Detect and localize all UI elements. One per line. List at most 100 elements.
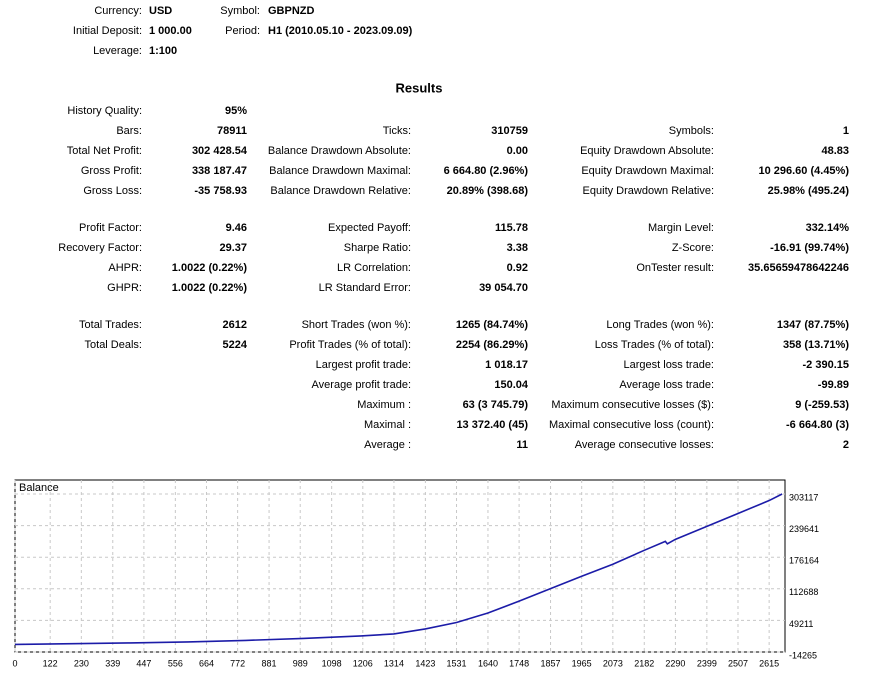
result-value: 78911	[217, 125, 247, 137]
result-value: 358 (13.71%)	[783, 339, 849, 351]
result-value: 63 (3 745.79)	[463, 399, 529, 411]
result-value: 11	[516, 439, 528, 451]
result-value: 2254 (86.29%)	[456, 339, 528, 351]
x-tick-label: 1640	[478, 658, 498, 668]
result-value: 25.98% (495.24)	[768, 185, 850, 197]
y-tick-label: 112688	[789, 587, 818, 597]
x-tick-label: 664	[199, 658, 214, 668]
result-value: 338 187.47	[192, 165, 247, 177]
result-label: Maximum :	[357, 399, 411, 411]
x-tick-label: 1314	[384, 658, 404, 668]
result-value: 332.14%	[806, 222, 850, 234]
header-label: Period:	[225, 25, 260, 37]
x-tick-label: 2399	[697, 658, 717, 668]
result-label: Z-Score:	[672, 242, 714, 254]
header-value: 1 000.00	[149, 25, 192, 37]
result-value: 0.92	[507, 262, 528, 274]
header-label: Leverage:	[93, 45, 142, 57]
result-label: Short Trades (won %):	[302, 319, 411, 331]
x-tick-label: 1965	[572, 658, 592, 668]
result-label: Balance Drawdown Maximal:	[269, 165, 411, 177]
chart-title: Balance	[19, 482, 59, 494]
result-value: -35 758.93	[194, 185, 247, 197]
result-label: Average consecutive losses:	[575, 439, 714, 451]
result-value: 150.04	[494, 379, 529, 391]
result-label: Largest loss trade:	[624, 359, 715, 371]
result-value: 1.0022 (0.22%)	[172, 282, 248, 294]
result-value: 9.46	[226, 222, 247, 234]
result-label: Balance Drawdown Relative:	[270, 185, 411, 197]
result-label: Symbols:	[669, 125, 714, 137]
result-label: Ticks:	[383, 125, 411, 137]
result-label: Equity Drawdown Relative:	[583, 185, 714, 197]
result-value: 1	[843, 125, 849, 137]
x-tick-label: 556	[168, 658, 183, 668]
x-tick-label: 2507	[728, 658, 748, 668]
result-label: Gross Profit:	[81, 165, 142, 177]
result-value: 1347 (87.75%)	[777, 319, 849, 331]
result-label: Long Trades (won %):	[606, 319, 714, 331]
result-label: LR Correlation:	[337, 262, 411, 274]
result-value: 115.78	[495, 222, 528, 234]
x-tick-label: 447	[136, 658, 151, 668]
result-value: 35.65659478642246	[748, 262, 849, 274]
x-tick-label: 1857	[541, 658, 561, 668]
result-label: Recovery Factor:	[58, 242, 142, 254]
result-label: Total Net Profit:	[67, 145, 142, 157]
result-label: History Quality:	[67, 105, 142, 117]
result-value: 9 (-259.53)	[795, 399, 849, 411]
result-value: 20.89% (398.68)	[447, 185, 529, 197]
x-tick-label: 1423	[415, 658, 435, 668]
results-title: Results	[396, 80, 443, 95]
result-label: GHPR:	[107, 282, 142, 294]
y-tick-label: -14265	[789, 650, 817, 660]
result-label: Maximum consecutive losses ($):	[551, 399, 714, 411]
x-tick-label: 881	[262, 658, 277, 668]
header-value: USD	[149, 5, 172, 17]
result-label: Average profit trade:	[312, 379, 411, 391]
result-value: 13 372.40 (45)	[456, 419, 528, 431]
result-value: -6 664.80 (3)	[786, 419, 849, 431]
x-tick-label: 1748	[509, 658, 529, 668]
result-value: 6 664.80 (2.96%)	[444, 165, 529, 177]
header-label: Initial Deposit:	[73, 25, 142, 37]
x-tick-label: 0	[12, 658, 17, 668]
balance-line	[14, 493, 783, 646]
result-value: 3.38	[507, 242, 528, 254]
result-label: Margin Level:	[648, 222, 714, 234]
result-label: Balance Drawdown Absolute:	[268, 145, 411, 157]
result-label: Profit Trades (% of total):	[289, 339, 411, 351]
result-label: Equity Drawdown Absolute:	[580, 145, 714, 157]
result-label: OnTester result:	[636, 262, 714, 274]
x-tick-label: 1206	[353, 658, 373, 668]
header-value: GBPNZD	[268, 5, 315, 17]
y-tick-label: 49211	[789, 619, 813, 629]
result-label: Maximal consecutive loss (count):	[549, 419, 714, 431]
result-label: Gross Loss:	[83, 185, 142, 197]
result-label: Bars:	[116, 125, 142, 137]
x-tick-label: 122	[43, 658, 58, 668]
result-value: -16.91 (99.74%)	[770, 242, 849, 254]
result-value: 2	[843, 439, 849, 451]
x-tick-label: 2290	[665, 658, 685, 668]
x-tick-label: 1098	[322, 658, 342, 668]
result-label: Maximal :	[364, 419, 411, 431]
result-label: Sharpe Ratio:	[344, 242, 411, 254]
header-value: H1 (2010.05.10 - 2023.09.09)	[268, 25, 413, 37]
y-tick-label: 239641	[789, 524, 819, 534]
result-label: Average loss trade:	[619, 379, 714, 391]
chart-frame	[14, 479, 786, 653]
result-value: 1265 (84.74%)	[456, 319, 528, 331]
x-tick-label: 2615	[759, 658, 779, 668]
result-value: 0.00	[507, 145, 528, 157]
result-value: 39 054.70	[479, 282, 528, 294]
x-tick-label: 339	[105, 658, 120, 668]
result-value: 5224	[223, 339, 248, 351]
result-label: Total Trades:	[79, 319, 142, 331]
result-value: 10 296.60 (4.45%)	[758, 165, 849, 177]
result-label: Largest profit trade:	[316, 359, 411, 371]
x-tick-label: 1531	[447, 658, 467, 668]
result-value: -99.89	[818, 379, 849, 391]
header-label: Currency:	[94, 5, 142, 17]
